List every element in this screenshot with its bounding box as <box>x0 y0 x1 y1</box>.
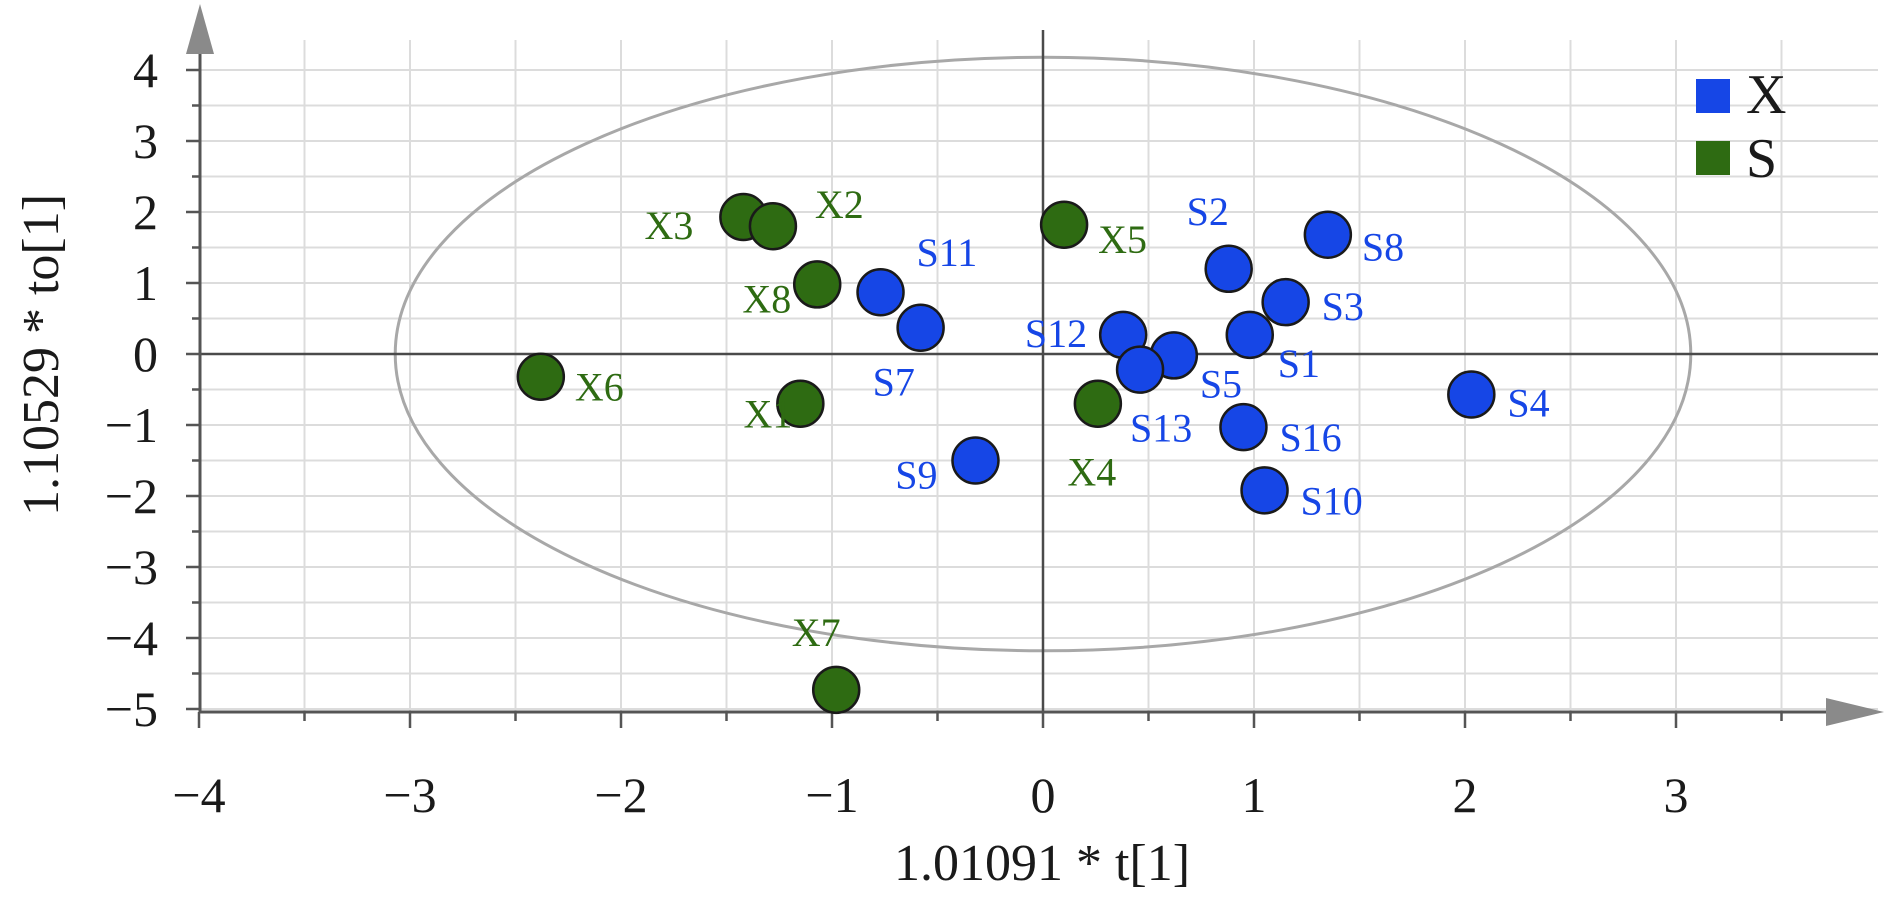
point-label-x3: X3 <box>644 203 693 248</box>
data-point-x8 <box>792 260 842 309</box>
data-point-x5 <box>1039 200 1089 250</box>
x-tick-label: −2 <box>594 767 647 823</box>
x-tick-label: −1 <box>805 767 858 823</box>
data-point-x2 <box>748 201 798 251</box>
point-label-x2: X2 <box>815 182 864 227</box>
legend: X S <box>1696 64 1786 190</box>
data-point-s9 <box>951 436 1000 485</box>
x-tick-label: 2 <box>1453 767 1478 823</box>
grid <box>200 40 1878 712</box>
y-axis-title: 1.10529 * to[1] <box>13 194 70 516</box>
point-label-s11: S11 <box>917 230 978 275</box>
point-label-x5: X5 <box>1098 217 1147 262</box>
x-axis-title: 1.01091 * t[1] <box>894 835 1190 892</box>
data-points <box>516 192 1496 715</box>
point-label-s4: S4 <box>1507 380 1549 425</box>
y-tick-label: −2 <box>105 468 158 524</box>
y-tick-label: −3 <box>105 539 158 595</box>
point-label-s12: S12 <box>1025 311 1087 356</box>
legend-swatch-s <box>1696 141 1730 175</box>
axes <box>186 4 1884 726</box>
data-point-x6 <box>516 352 566 401</box>
point-label-x4: X4 <box>1067 450 1116 495</box>
x-tick-label: 1 <box>1242 767 1267 823</box>
point-label-s2: S2 <box>1187 189 1229 234</box>
x-tick-label: −4 <box>172 767 225 823</box>
y-tick-label: 1 <box>133 255 158 311</box>
legend-label-x: X <box>1746 64 1786 126</box>
legend-swatch-x <box>1696 79 1730 113</box>
y-tick-label: −1 <box>105 397 158 453</box>
data-point-x1 <box>776 379 825 428</box>
point-label-s9: S9 <box>895 453 937 498</box>
data-point-s1 <box>1225 310 1275 360</box>
point-label-s5: S5 <box>1200 361 1242 406</box>
y-tick-label: 3 <box>133 113 158 169</box>
point-label-x8: X8 <box>742 276 791 321</box>
data-point-x4 <box>1073 379 1123 428</box>
point-label-x1: X1 <box>743 392 792 437</box>
point-label-s3: S3 <box>1322 284 1364 329</box>
data-point-x7 <box>811 665 861 715</box>
point-label-s16: S16 <box>1279 415 1341 460</box>
y-tick-label: −5 <box>105 681 158 737</box>
data-point-s11 <box>856 267 905 317</box>
point-label-s13: S13 <box>1130 406 1192 451</box>
y-tick-label: 2 <box>133 184 158 240</box>
x-axis-arrow-icon <box>1826 698 1884 726</box>
data-point-s10 <box>1240 466 1289 515</box>
data-point-s3 <box>1261 277 1310 327</box>
y-tick-label: −4 <box>105 610 158 666</box>
data-point-s8 <box>1303 210 1353 259</box>
data-point-s4 <box>1447 370 1496 419</box>
data-point-s13 <box>1115 345 1165 394</box>
point-label-s8: S8 <box>1362 225 1404 270</box>
y-tick-label: 4 <box>133 42 158 98</box>
y-axis-arrow-icon <box>186 4 214 54</box>
y-tick-label: 0 <box>133 326 158 382</box>
point-label-s7: S7 <box>873 360 915 405</box>
data-point-s2 <box>1204 244 1253 294</box>
legend-label-s: S <box>1746 128 1777 190</box>
point-label-s10: S10 <box>1301 478 1363 523</box>
ticks <box>186 68 1783 728</box>
point-label-s1: S1 <box>1278 341 1320 386</box>
data-point-s7 <box>896 303 945 352</box>
point-label-x7: X7 <box>792 610 841 655</box>
x-tick-label: 0 <box>1031 767 1056 823</box>
data-point-s16 <box>1219 402 1268 452</box>
x-tick-label: −3 <box>383 767 436 823</box>
point-label-x6: X6 <box>575 365 624 410</box>
x-tick-label: 3 <box>1664 767 1689 823</box>
